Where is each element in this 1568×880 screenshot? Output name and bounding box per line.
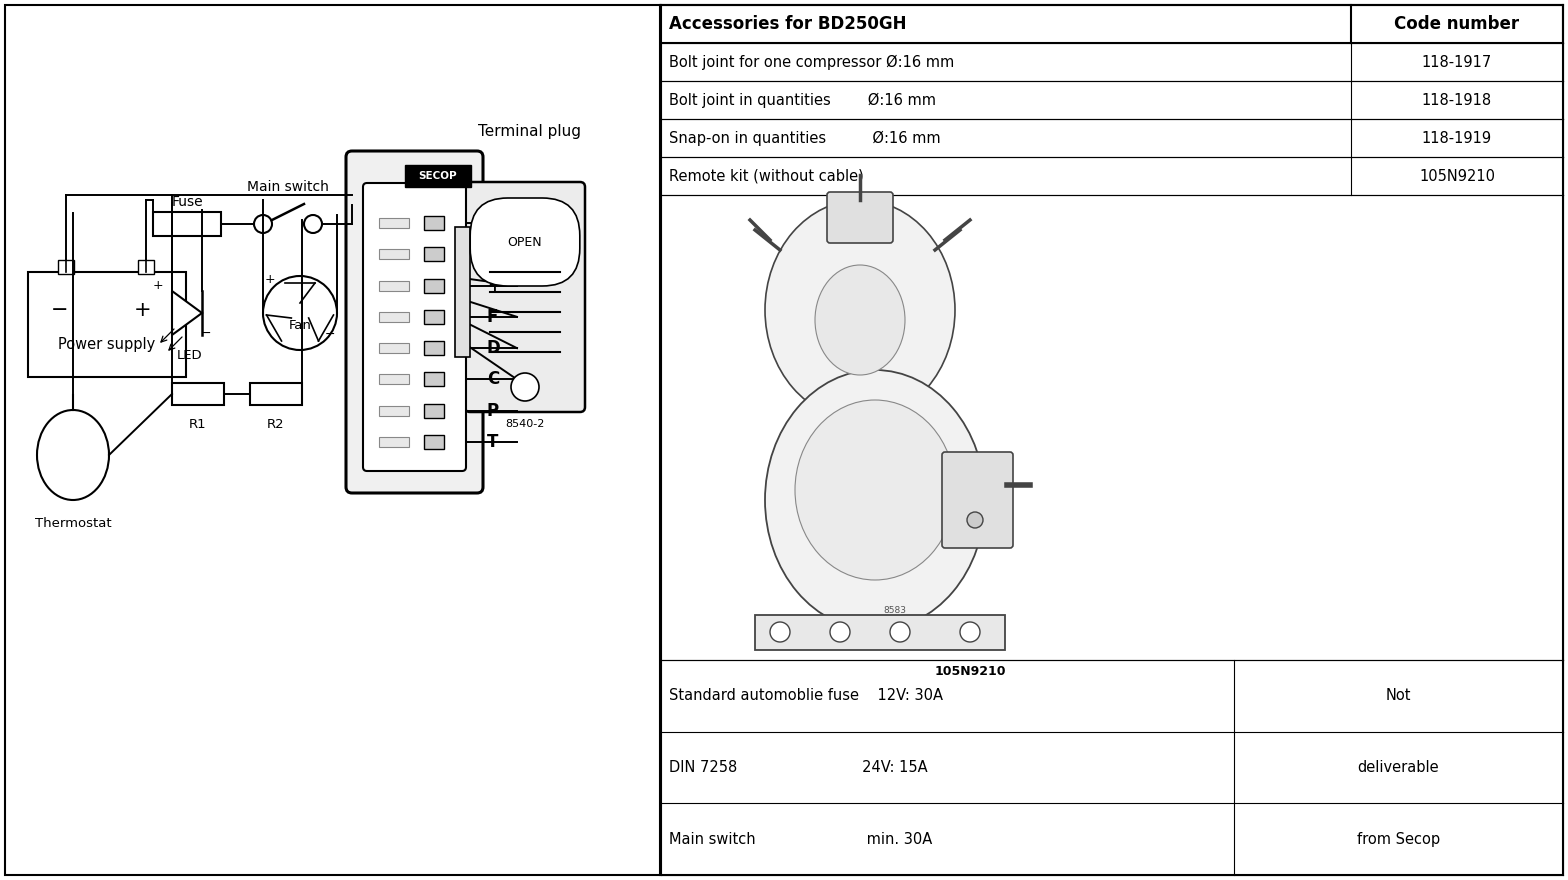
Text: Fuse: Fuse [171,195,202,209]
Bar [379,343,409,353]
Circle shape [511,373,539,401]
Text: DIN 7258                           24V: 15A: DIN 7258 24V: 15A [670,760,928,775]
Text: R1: R1 [190,418,207,431]
Text: LED: LED [177,349,202,362]
Text: Fan: Fan [289,319,312,332]
Bar [423,435,444,449]
Ellipse shape [38,410,110,500]
Circle shape [967,512,983,528]
Text: 118-1917: 118-1917 [1422,55,1493,70]
Bar [249,383,303,405]
Bar [423,216,444,230]
Text: R2: R2 [267,418,285,431]
Bar [423,310,444,324]
Text: Remote kit (without cable): Remote kit (without cable) [670,168,864,184]
FancyBboxPatch shape [826,192,894,243]
Bar [455,227,470,357]
Text: C: C [488,370,499,388]
Text: 118-1919: 118-1919 [1422,130,1493,145]
Text: 105N9210: 105N9210 [1419,168,1494,184]
Bar [58,260,74,274]
Polygon shape [172,291,202,335]
Circle shape [770,622,790,642]
Text: Not: Not [1386,688,1411,703]
Text: -: - [488,214,494,232]
Bar [379,281,409,290]
Text: from Secop: from Secop [1356,832,1439,847]
Bar [28,272,187,377]
FancyBboxPatch shape [466,182,585,412]
Text: Power supply: Power supply [58,336,155,351]
Circle shape [263,276,337,350]
Circle shape [304,215,321,233]
Text: +: + [135,300,152,320]
Text: 8540-2: 8540-2 [505,419,544,429]
Bar [138,260,154,274]
Text: +: + [265,273,276,286]
Bar [379,218,409,228]
Bar [423,404,444,418]
Ellipse shape [795,400,955,580]
Text: +: + [488,246,500,263]
Circle shape [829,622,850,642]
Circle shape [891,622,909,642]
Text: −: − [201,327,212,340]
Text: 8583: 8583 [883,606,906,615]
Text: +: + [488,276,500,295]
Text: Terminal plug: Terminal plug [478,124,582,139]
Text: 118-1918: 118-1918 [1422,92,1493,107]
Text: D: D [488,339,500,357]
Text: Main switch: Main switch [248,180,329,194]
Bar [756,615,1005,650]
Text: T: T [488,433,499,451]
Bar [379,374,409,385]
Ellipse shape [815,265,905,375]
Text: Thermostat: Thermostat [34,517,111,530]
Text: Standard automoblie fuse    12V: 30A: Standard automoblie fuse 12V: 30A [670,688,942,703]
Bar [379,249,409,260]
Circle shape [960,622,980,642]
Text: Bolt joint for one compressor Ø:16 mm: Bolt joint for one compressor Ø:16 mm [670,55,955,70]
Bar [423,372,444,386]
Text: Accessories for BD250GH: Accessories for BD250GH [670,15,906,33]
Text: −: − [52,300,69,320]
Ellipse shape [765,200,955,420]
Ellipse shape [765,370,985,630]
Text: OPEN: OPEN [508,236,543,248]
Bar [379,406,409,415]
Bar [172,383,224,405]
FancyBboxPatch shape [364,183,466,471]
Text: deliverable: deliverable [1358,760,1439,775]
FancyBboxPatch shape [942,452,1013,548]
Bar [423,341,444,356]
Circle shape [254,215,271,233]
Bar [423,247,444,261]
Text: Code number: Code number [1394,15,1519,33]
Text: 105N9210: 105N9210 [935,665,1007,678]
Bar [405,165,470,187]
Text: P: P [488,401,499,420]
Bar [423,279,444,292]
Bar [154,212,221,236]
Bar [379,437,409,447]
Text: SECOP: SECOP [419,171,458,181]
Text: Snap-on in quantities          Ø:16 mm: Snap-on in quantities Ø:16 mm [670,130,941,146]
Bar [379,312,409,322]
Text: F: F [488,308,499,326]
Text: −: − [325,328,336,341]
FancyBboxPatch shape [347,151,483,493]
Text: Bolt joint in quantities        Ø:16 mm: Bolt joint in quantities Ø:16 mm [670,92,936,107]
Text: +: + [152,279,163,292]
Text: Main switch                        min. 30A: Main switch min. 30A [670,832,933,847]
